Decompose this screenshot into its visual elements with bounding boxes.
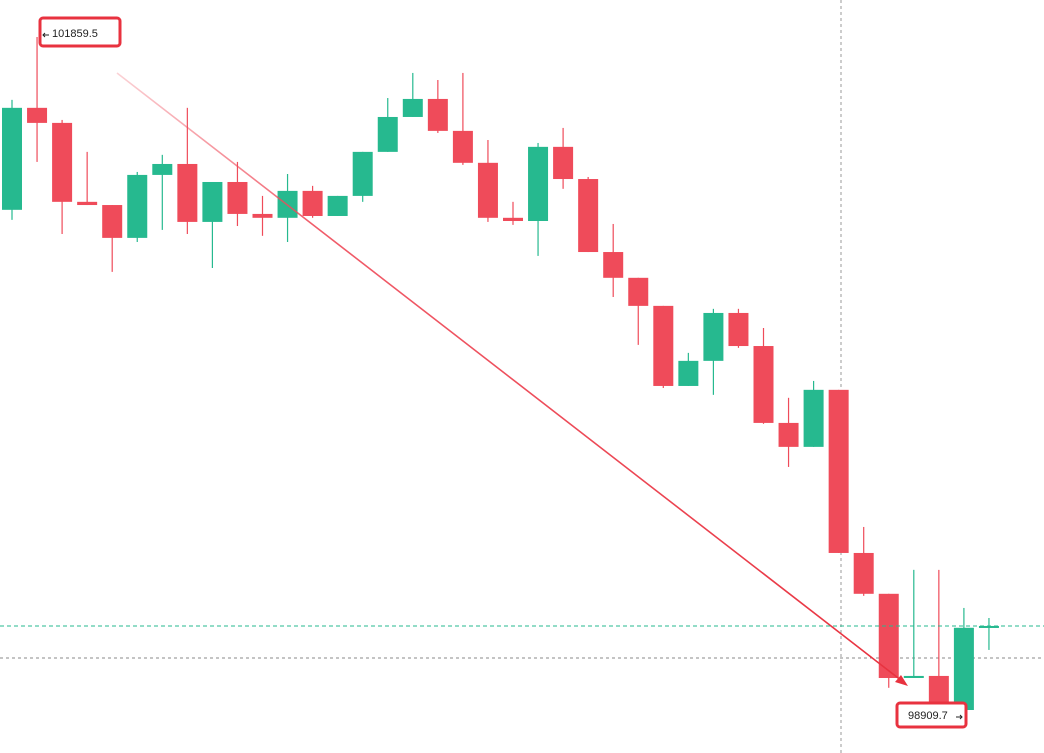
candle-body [302, 190, 323, 216]
candle-body [177, 163, 198, 222]
candle-body [402, 98, 423, 117]
candle-body [152, 163, 173, 175]
low-value-label: 98909.7 [908, 710, 948, 722]
candle-body [427, 98, 448, 131]
candle-body [928, 675, 949, 710]
candle-body [377, 116, 398, 152]
candle-body [52, 122, 73, 202]
candle-body [452, 130, 473, 163]
candle-body [728, 312, 749, 347]
trend-line [116, 72, 903, 682]
candle-body [603, 252, 624, 278]
candle-body [202, 181, 223, 222]
high-value-label: 101859.5 [52, 28, 98, 40]
candle-body [803, 389, 824, 447]
label-box [38, 16, 122, 48]
candle-body [903, 675, 924, 678]
candle-body [778, 422, 799, 447]
candle-body [77, 201, 98, 206]
candle-body [703, 312, 724, 361]
candle-body [828, 389, 849, 553]
candle-body [352, 151, 373, 196]
candle-body [2, 107, 22, 210]
right-arrow [956, 714, 963, 720]
low-label: 98909.7 [895, 701, 968, 729]
candle-body [27, 107, 48, 123]
candle-body [553, 146, 574, 180]
candle-body [878, 593, 899, 678]
candle-body [528, 146, 549, 222]
candle-body [678, 360, 699, 386]
trend-arrow-head [895, 675, 908, 686]
candle-body [953, 627, 974, 710]
candle-body [477, 162, 498, 218]
left-arrow [42, 32, 49, 38]
candle-body [628, 277, 649, 306]
candle-body [753, 346, 774, 423]
candle-body [127, 174, 148, 238]
label-box [895, 701, 968, 729]
candle-body [653, 305, 674, 386]
candle-body [252, 213, 273, 218]
candle-body [578, 179, 599, 253]
candles [2, 37, 999, 710]
high-label: 101859.5 [38, 16, 122, 48]
candle-body [978, 625, 999, 628]
candle-body [227, 181, 248, 214]
candle-body [503, 217, 523, 222]
candle-body [327, 195, 348, 216]
candle-body [853, 552, 874, 594]
candle-body [102, 205, 123, 238]
